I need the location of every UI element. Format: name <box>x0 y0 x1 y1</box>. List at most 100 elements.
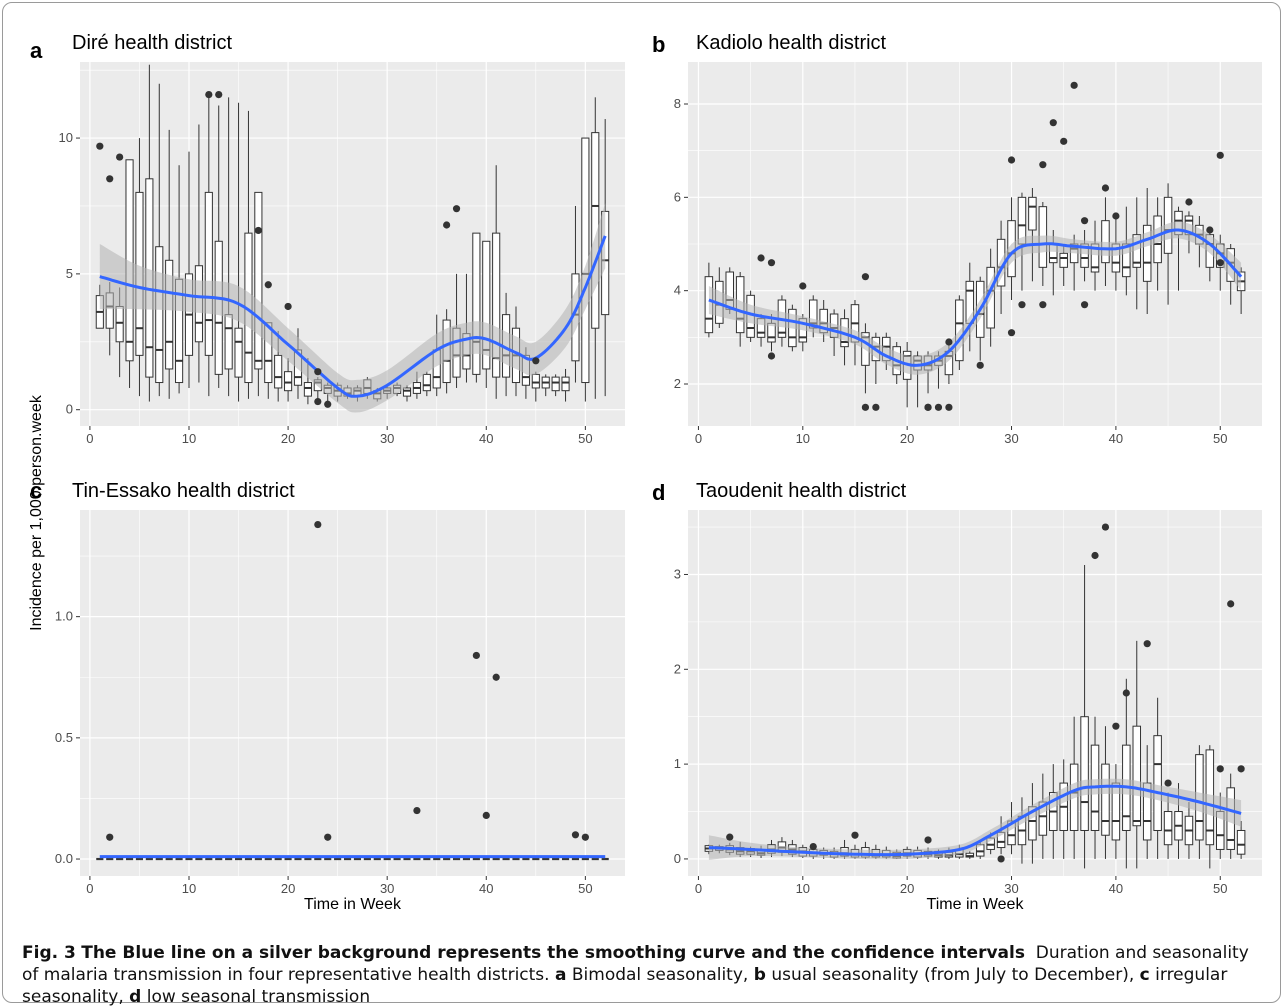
outlier-point <box>1112 212 1120 220</box>
outlier-point <box>452 205 461 213</box>
outlier-point <box>472 651 480 660</box>
box-week-43 <box>1142 188 1152 314</box>
outlier-point <box>924 836 932 844</box>
figure-caption: Fig. 3 The Blue line on a silver backgro… <box>22 942 1267 1008</box>
box-week-47 <box>551 374 560 397</box>
smoothing-curve <box>99 235 607 398</box>
x-tick-label: 20 <box>900 431 914 446</box>
box-week-34 <box>1049 764 1058 859</box>
outlier-point <box>106 833 114 841</box>
box-week-40 <box>1111 216 1121 291</box>
panel-b: 0 10 20 30 40 50 2 4 6 8 b Kadiolo health district <box>652 32 1262 446</box>
outlier-point <box>872 403 880 411</box>
panel-d: 0 10 20 30 40 50 0 1 2 3 d Taoudenit health distric… <box>652 480 1262 913</box>
box-week-34 <box>422 371 431 397</box>
x-tick-label: 10 <box>796 431 810 446</box>
outlier-point <box>1080 217 1089 225</box>
box-iqr <box>1059 252 1068 268</box>
outlier-point <box>1080 301 1089 309</box>
outlier-point <box>1039 161 1047 169</box>
box-iqr <box>492 232 501 378</box>
box-week-8 <box>165 129 174 399</box>
y-tick-label: 0 <box>66 402 73 417</box>
x-tick-label: 10 <box>182 881 196 896</box>
outlier-point <box>924 403 932 411</box>
box-week-38 <box>1090 220 1100 291</box>
outlier-point <box>945 338 953 346</box>
outlier-point <box>324 400 332 408</box>
outlier-point <box>314 520 322 529</box>
panel-a: 0 10 20 30 40 50 0 5 10 a Diré health district <box>30 32 625 446</box>
x-tick-label: 40 <box>479 431 493 446</box>
box-week-35 <box>1059 759 1068 859</box>
outlier-point <box>1007 329 1016 337</box>
confidence-band <box>708 221 1242 375</box>
panel-letter: a <box>30 38 43 63</box>
outlier-point <box>799 282 807 290</box>
outlier-point <box>1185 198 1193 206</box>
x-tick-label: 0 <box>695 881 702 896</box>
x-tick-label: 10 <box>796 881 810 896</box>
outlier-point <box>1112 722 1120 730</box>
outlier-point <box>205 90 213 99</box>
y-tick-label: 0 <box>674 851 681 866</box>
outlier-point <box>413 806 421 815</box>
box-iqr <box>254 191 263 370</box>
outlier-point <box>532 357 540 365</box>
panel-title: Diré health district <box>72 32 233 54</box>
box-week-17 <box>254 191 263 397</box>
box-week-39 <box>1101 726 1110 859</box>
outlier-point <box>1070 81 1078 89</box>
box-iqr <box>303 382 312 397</box>
box-week-10 <box>184 151 194 388</box>
x-tick-label: 30 <box>380 881 394 896</box>
box-iqr <box>165 259 174 370</box>
box-iqr <box>482 240 491 370</box>
caption-text: Duration and seasonality of malaria tran… <box>22 943 1249 985</box>
x-tick-label: 20 <box>281 431 295 446</box>
x-tick-label: 40 <box>1109 431 1123 446</box>
box-iqr <box>274 354 283 389</box>
x-tick-label: 40 <box>1109 881 1123 896</box>
x-tick-label: 20 <box>281 881 295 896</box>
outlier-point <box>809 843 817 851</box>
outlier-point <box>1237 765 1245 773</box>
box-week-26 <box>965 851 975 859</box>
box-iqr <box>1132 725 1142 827</box>
y-tick-label: 5 <box>66 266 73 281</box>
outlier-point <box>1216 151 1224 159</box>
y-tick-label: 2 <box>674 376 681 391</box>
outlier-point <box>1206 226 1214 234</box>
panel-c: 0 10 20 30 40 50 0.0 0.5 1.0 c Tin-Essako health d… <box>28 394 625 913</box>
outlier-point <box>1049 119 1057 127</box>
box-iqr <box>1142 224 1152 282</box>
caption-label: Fig. 3 <box>22 943 76 963</box>
y-tick-label: 0.0 <box>55 851 73 866</box>
box-iqr <box>1028 196 1037 231</box>
x-tick-label: 50 <box>1213 431 1227 446</box>
box-week-47 <box>1184 802 1194 859</box>
panel-title: Kadiolo health district <box>696 32 887 54</box>
outlier-point <box>997 855 1005 863</box>
x-tick-label: 30 <box>1004 881 1018 896</box>
x-tick-label: 10 <box>182 431 196 446</box>
outlier-point <box>1007 156 1016 164</box>
outlier-point <box>851 831 859 839</box>
box-iqr <box>402 387 412 397</box>
box-week-44 <box>1153 697 1162 859</box>
box-iqr <box>234 327 243 378</box>
plot-area <box>96 520 609 861</box>
box-iqr <box>284 371 293 392</box>
box-week-51 <box>591 97 600 399</box>
x-tick-label: 20 <box>900 881 914 896</box>
caption-part-a-letter: a <box>554 965 567 985</box>
x-axis-title: Time in Week <box>927 896 1025 913</box>
outlier-point <box>1101 523 1110 531</box>
outlier-point <box>1164 779 1172 787</box>
outlier-point <box>443 221 451 229</box>
box-iqr <box>422 373 431 392</box>
box-iqr <box>1101 763 1110 836</box>
outlier-point <box>861 273 870 281</box>
outlier-point <box>314 397 322 406</box>
